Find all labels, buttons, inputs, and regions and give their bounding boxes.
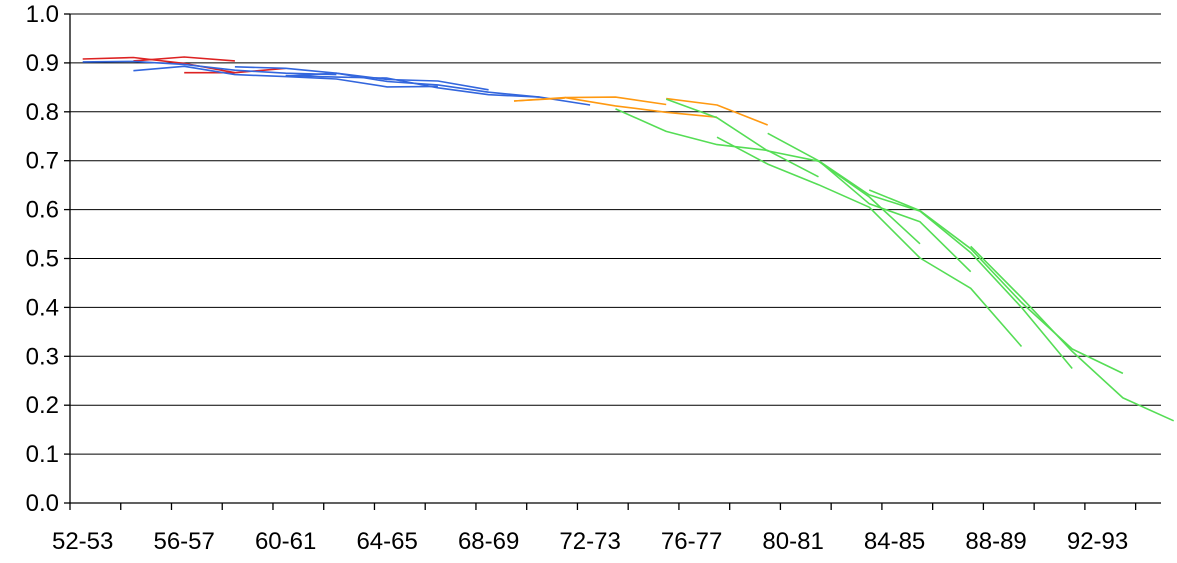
series-line-12 <box>513 97 565 102</box>
y-tick-label: 0.0 <box>26 490 59 517</box>
x-tick-label: 52-53 <box>52 528 113 555</box>
series-line-10 <box>564 96 718 118</box>
x-tick-label: 68-69 <box>458 528 519 555</box>
y-tick-label: 0.7 <box>26 148 59 175</box>
x-tick-label: 76-77 <box>661 528 722 555</box>
y-tick-label: 0.4 <box>26 294 59 321</box>
y-tick-label: 0.1 <box>26 441 59 468</box>
series-line-2 <box>133 56 235 62</box>
series-line-3 <box>184 67 286 74</box>
y-tick-label: 0.6 <box>26 197 59 224</box>
x-tick-label: 92-93 <box>1067 528 1128 555</box>
series-line-19 <box>970 245 1175 422</box>
series-line-15 <box>716 136 1023 348</box>
x-tick-label: 60-61 <box>255 528 316 555</box>
x-tick-label: 80-81 <box>762 528 823 555</box>
series-line-18 <box>868 189 1124 375</box>
y-tick-label: 0.9 <box>26 50 59 77</box>
series-lines <box>82 56 1175 422</box>
x-tick-label: 72-73 <box>559 528 620 555</box>
series-line-17 <box>818 160 1073 370</box>
series-line-4 <box>82 60 337 76</box>
series-line-14 <box>665 98 921 245</box>
axes <box>64 13 1161 510</box>
y-tick-label: 0.3 <box>26 343 59 370</box>
series-line-16 <box>767 132 972 273</box>
series-line-7 <box>285 74 591 106</box>
y-tick-label: 0.5 <box>26 246 59 273</box>
gridlines <box>70 13 1161 455</box>
series-line-9 <box>513 96 667 106</box>
series-line-13 <box>615 108 819 178</box>
y-tick-label: 1.0 <box>26 1 59 28</box>
y-tick-label: 0.8 <box>26 99 59 126</box>
x-tick-label: 84-85 <box>864 528 925 555</box>
x-tick-label: 56-57 <box>153 528 214 555</box>
series-line-11 <box>666 97 768 126</box>
x-tick-label: 88-89 <box>965 528 1026 555</box>
y-axis-tick-labels: 0.0 0.1 0.2 0.3 0.4 0.5 0.6 0.7 0.8 0.9 1.0 <box>26 1 59 517</box>
series-line-5 <box>133 65 438 88</box>
series-line-8 <box>285 72 540 98</box>
x-axis-tick-labels: 52-53 56-57 60-61 64-65 68-69 72-73 76-77 80-81… <box>52 528 1128 555</box>
y-tick-label: 0.2 <box>26 392 59 419</box>
x-tick-label: 64-65 <box>356 528 417 555</box>
series-line-6 <box>234 66 489 91</box>
